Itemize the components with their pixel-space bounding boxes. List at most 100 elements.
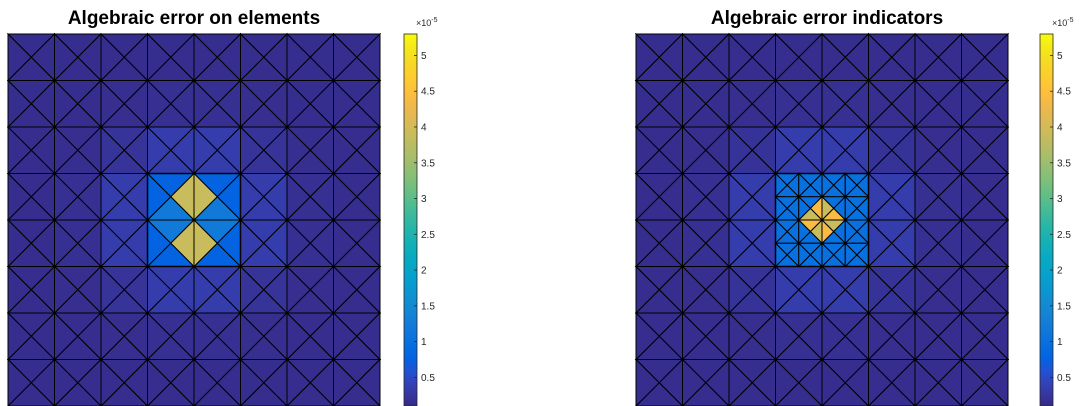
mesh-element <box>100 172 125 222</box>
mesh-element <box>286 79 311 129</box>
mesh-element <box>100 358 125 406</box>
mesh-element <box>914 265 939 315</box>
mesh-element <box>682 125 707 175</box>
mesh-element <box>775 125 800 175</box>
mesh-element <box>914 32 939 82</box>
mesh-element <box>286 358 311 406</box>
mesh-element <box>821 311 846 361</box>
mesh-element <box>193 218 218 268</box>
left-chart-title: Algebraic error on elements <box>67 8 321 29</box>
mesh-element <box>682 79 707 129</box>
mesh-element <box>821 218 835 245</box>
mesh-element <box>54 79 79 129</box>
mesh-element <box>961 311 986 361</box>
mesh-element <box>333 358 358 406</box>
left-chart-panel: Algebraic error on elements 0.5 1 1.5 2 2.5 3… <box>0 0 540 406</box>
colorbar-tick-label: 1.5 <box>1057 301 1071 312</box>
colorbar-exponent: ×10-5 <box>416 17 438 28</box>
colorbar-tick-label: 3.5 <box>1057 158 1071 169</box>
mesh-element <box>100 125 125 175</box>
mesh-element <box>682 358 707 406</box>
mesh-element <box>54 265 79 315</box>
mesh-element <box>147 265 172 315</box>
mesh-element <box>914 218 939 268</box>
mesh-element <box>798 195 812 222</box>
mesh-element <box>868 79 893 129</box>
mesh-element <box>868 265 893 315</box>
mesh-element <box>333 265 358 315</box>
mesh-element <box>961 79 986 129</box>
mesh-element <box>821 79 846 129</box>
colorbar-tick-label: 4.5 <box>1057 87 1071 98</box>
colorbar-tick-label: 4.5 <box>421 87 435 98</box>
colorbar-tick-label: 4 <box>421 123 427 134</box>
mesh-element <box>868 32 893 82</box>
colorbar-tick-label: 3 <box>1057 194 1063 205</box>
mesh-element <box>728 79 753 129</box>
mesh-element <box>54 172 79 222</box>
colorbar-tick-label: 0.5 <box>421 373 435 384</box>
colorbar-tick-label: 2.5 <box>421 230 435 241</box>
mesh-element <box>333 311 358 361</box>
mesh-element <box>844 172 858 198</box>
mesh-element <box>286 32 311 82</box>
mesh-element <box>728 265 753 315</box>
mesh-element <box>682 265 707 315</box>
colorbar-tick-label: 4 <box>1057 123 1063 134</box>
mesh-element <box>240 358 265 406</box>
mesh-element <box>333 79 358 129</box>
colorbar-tick-label: 1 <box>421 337 427 348</box>
mesh-element <box>100 32 125 82</box>
colorbar-tick-label: 1 <box>1057 337 1063 348</box>
mesh-element <box>240 125 265 175</box>
mesh-element <box>844 195 858 222</box>
center-block-outline <box>146 172 242 268</box>
mesh-element <box>844 242 858 268</box>
left-chart-svg: 0.5 1 1.5 2 2.5 3 3.5 4 4.5 5 ×10-5 <box>6 17 438 406</box>
mesh-element <box>54 125 79 175</box>
mesh-element <box>821 242 835 268</box>
plot-frame <box>635 33 1009 406</box>
mesh-element <box>333 125 358 175</box>
mesh-element <box>333 172 358 222</box>
colorbar <box>1039 33 1054 406</box>
mesh-element <box>682 311 707 361</box>
mesh-element <box>728 32 753 82</box>
mesh-element <box>961 125 986 175</box>
mesh-element <box>240 265 265 315</box>
mesh-element <box>286 218 311 268</box>
mesh-element <box>333 218 358 268</box>
mesh-element <box>147 358 172 406</box>
mesh-element <box>961 218 986 268</box>
mesh-element <box>100 311 125 361</box>
colorbar-tick-label: 2.5 <box>1057 230 1071 241</box>
mesh-element <box>914 125 939 175</box>
mesh-element <box>100 218 125 268</box>
mesh-element <box>286 311 311 361</box>
mesh-element <box>775 79 800 129</box>
mesh-element <box>193 358 218 406</box>
mesh-element <box>100 79 125 129</box>
right-chart-svg: 0.5 1 1.5 2 2.5 3 3.5 4 4.5 5 ×10-5 <box>634 17 1074 406</box>
mesh-element <box>914 358 939 406</box>
mesh-element <box>193 32 218 82</box>
center-block-outline <box>774 172 870 268</box>
mesh-element <box>193 265 218 315</box>
mesh-element <box>333 32 358 82</box>
mesh-element <box>775 311 800 361</box>
mesh-element <box>961 32 986 82</box>
mesh-element <box>868 358 893 406</box>
mesh-element <box>240 32 265 82</box>
colorbar-tick-label: 2 <box>1057 266 1063 277</box>
mesh-element <box>100 265 125 315</box>
mesh-element <box>286 172 311 222</box>
mesh-element <box>868 125 893 175</box>
mesh-element <box>914 311 939 361</box>
plot-frame <box>7 33 381 406</box>
colorbar-tick-label: 5 <box>421 51 427 62</box>
colorbar-tick-label: 2 <box>421 266 427 277</box>
mesh-element <box>728 125 753 175</box>
mesh-element <box>821 195 835 222</box>
colorbar <box>403 33 418 406</box>
mesh-element <box>728 218 753 268</box>
